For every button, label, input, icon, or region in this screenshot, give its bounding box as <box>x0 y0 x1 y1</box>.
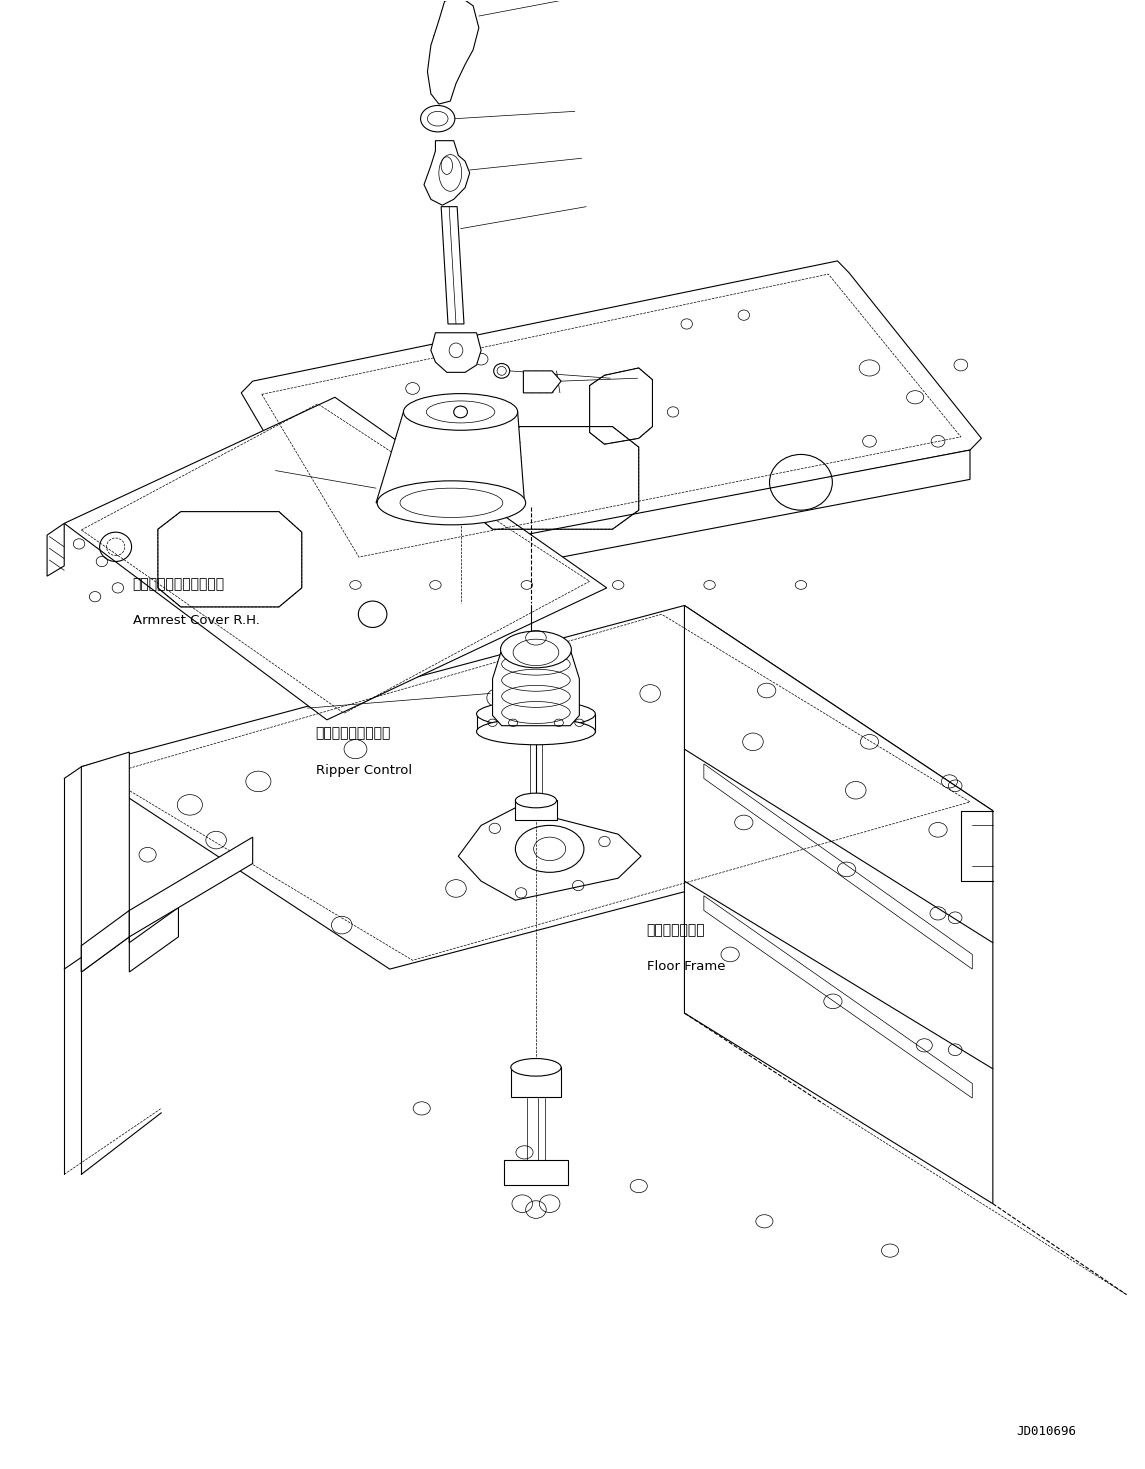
Text: JD010696: JD010696 <box>1017 1425 1076 1438</box>
Ellipse shape <box>476 718 595 745</box>
Polygon shape <box>338 450 970 599</box>
Polygon shape <box>511 1068 561 1097</box>
Polygon shape <box>492 635 579 726</box>
Text: Ripper Control: Ripper Control <box>316 764 411 777</box>
Polygon shape <box>81 752 129 972</box>
Polygon shape <box>431 333 481 372</box>
Polygon shape <box>441 207 464 325</box>
Text: Armrest Cover R.H.: Armrest Cover R.H. <box>133 614 260 627</box>
Ellipse shape <box>500 632 571 668</box>
Polygon shape <box>81 605 993 970</box>
Polygon shape <box>47 523 64 576</box>
Polygon shape <box>515 801 556 820</box>
Polygon shape <box>129 837 253 937</box>
Polygon shape <box>504 1159 568 1184</box>
Text: Floor Frame: Floor Frame <box>647 961 725 974</box>
Text: フロアフレーム: フロアフレーム <box>647 923 705 937</box>
Text: アームレストカバー　右: アームレストカバー 右 <box>133 577 224 591</box>
Ellipse shape <box>377 480 526 524</box>
Polygon shape <box>376 411 524 502</box>
Polygon shape <box>81 908 179 972</box>
Polygon shape <box>476 714 595 732</box>
Ellipse shape <box>476 701 595 727</box>
Polygon shape <box>427 0 479 104</box>
Ellipse shape <box>493 363 510 378</box>
Polygon shape <box>64 397 607 720</box>
Polygon shape <box>242 261 981 570</box>
Ellipse shape <box>515 793 556 808</box>
Ellipse shape <box>403 394 518 430</box>
Text: リッパコントロール: リッパコントロール <box>316 726 390 740</box>
Polygon shape <box>424 141 469 206</box>
Ellipse shape <box>511 1059 561 1077</box>
Polygon shape <box>685 605 993 1203</box>
Polygon shape <box>523 370 561 392</box>
Ellipse shape <box>420 106 455 132</box>
